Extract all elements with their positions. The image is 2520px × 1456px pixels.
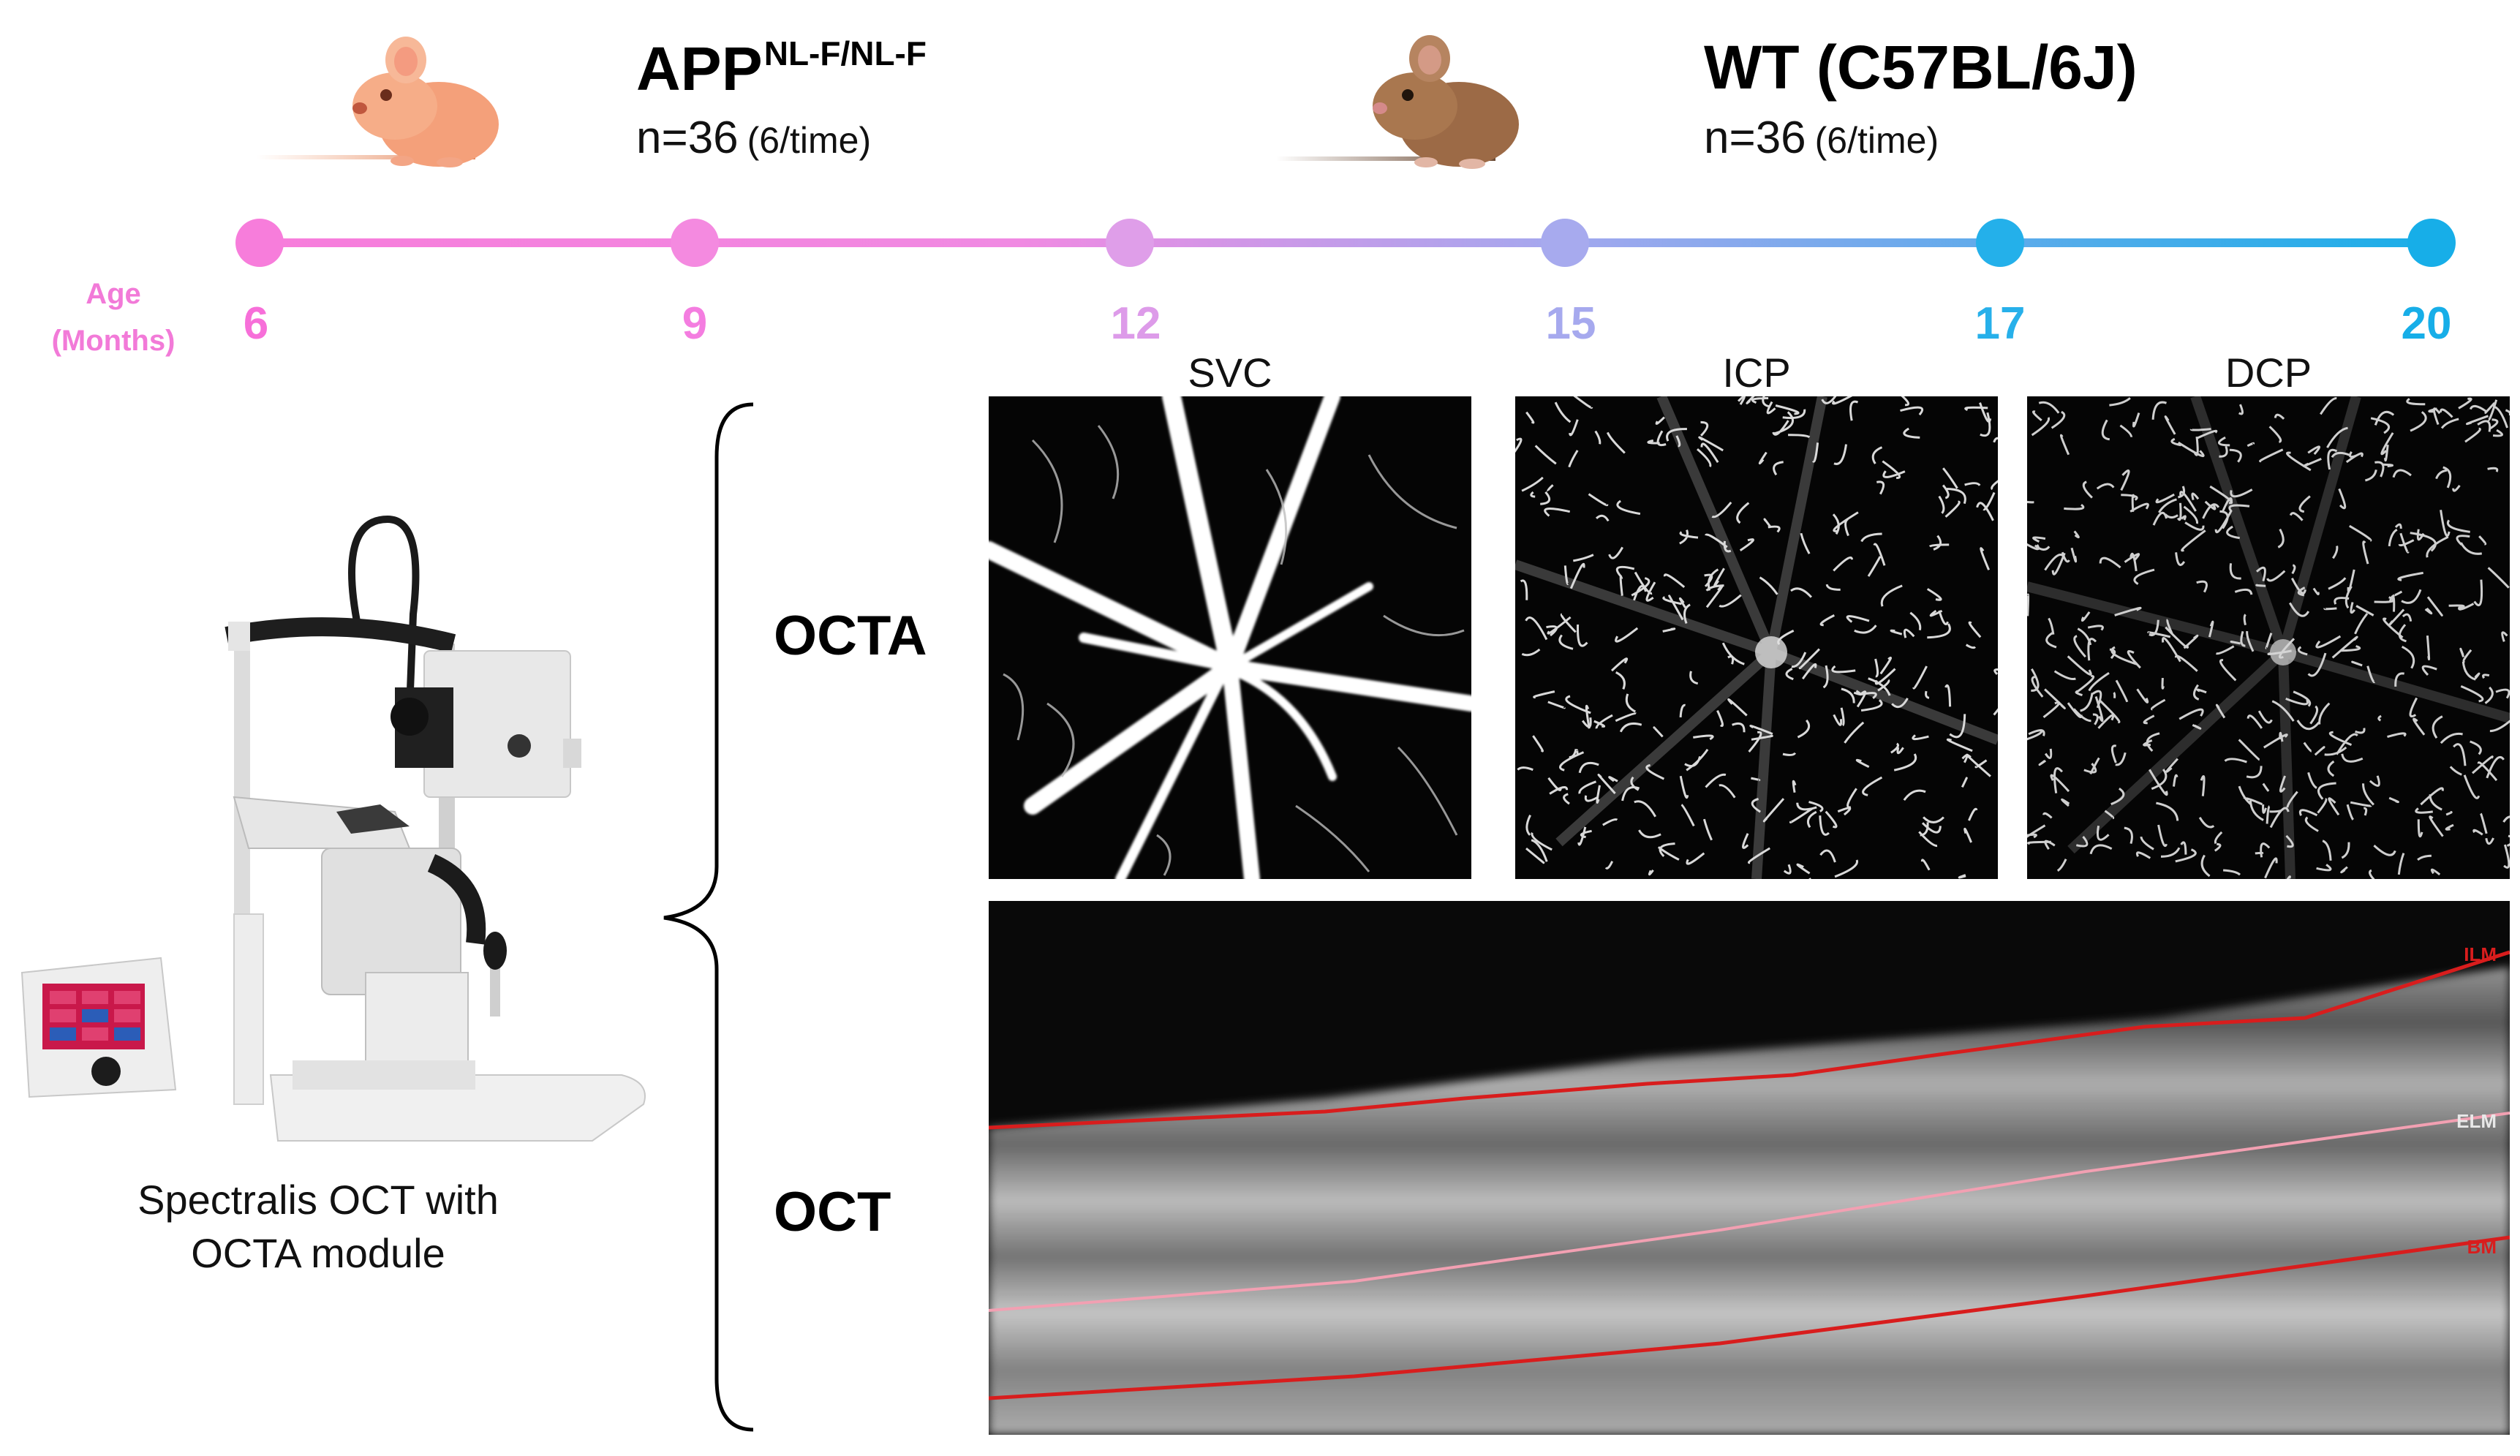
device-caption-line: OCTA module [191,1229,445,1276]
group-title: APPNL-F/NL-F [636,34,927,103]
timeline-dot [1976,219,2024,267]
curly-brace [663,402,754,1432]
group-title: WT (C57BL/6J) [1704,33,2138,102]
age-tick: 20 [2401,298,2452,349]
group-wt: WT (C57BL/6J) n=36 (6/time) [1276,15,2154,176]
oct-bscan-image: ILM ELM BM [989,901,2510,1435]
octa-image-icp [1515,396,1998,879]
age-tick: 17 [1974,298,2026,349]
capillary-texture [2027,397,2510,879]
octa-panel-label: SVC [1188,350,1272,396]
row-label-oct: OCT [774,1181,891,1243]
group-app: APPNL-F/NL-F n=36 (6/time) [256,15,987,176]
row-label-octa: OCTA [774,605,927,667]
timeline-dot [1106,219,1154,267]
mouse-icon [256,37,499,167]
timeline-dot [1541,219,1589,267]
timeline [235,219,2456,267]
device-caption-line: Spectralis OCT with [137,1177,499,1223]
ilm-line [989,950,2510,1130]
age-tick: 12 [1110,298,1161,349]
group-n: n=36 (6/time) [1704,113,1939,163]
oct-layer-label: ILM [2464,943,2497,965]
capillary-texture [1515,396,1998,879]
device-caption: Spectralis OCT with OCTA module [44,1174,592,1280]
age-tick: 6 [243,298,269,349]
age-tick: 9 [682,298,708,349]
elm-line [989,1112,2510,1312]
timeline-dot [2407,219,2456,267]
oct-layer-label: ELM [2456,1110,2497,1132]
bm-line [989,1235,2510,1400]
octa-panel-label: DCP [2225,350,2312,396]
timeline-dot [235,219,284,267]
group-n: n=36 (6/time) [636,113,872,163]
octa-image-svc [989,396,1471,879]
timeline-dot [671,219,719,267]
oct-device-icon [20,515,646,1142]
octa-image-dcp [2027,396,2510,879]
mouse-icon [1276,35,1519,169]
timeline-bar [260,238,2432,247]
octa-panel-label: ICP [1722,350,1791,396]
oct-layer-label: BM [2467,1236,2497,1258]
age-tick: 15 [1545,298,1596,349]
age-axis-label: Age (Months) [51,278,176,357]
